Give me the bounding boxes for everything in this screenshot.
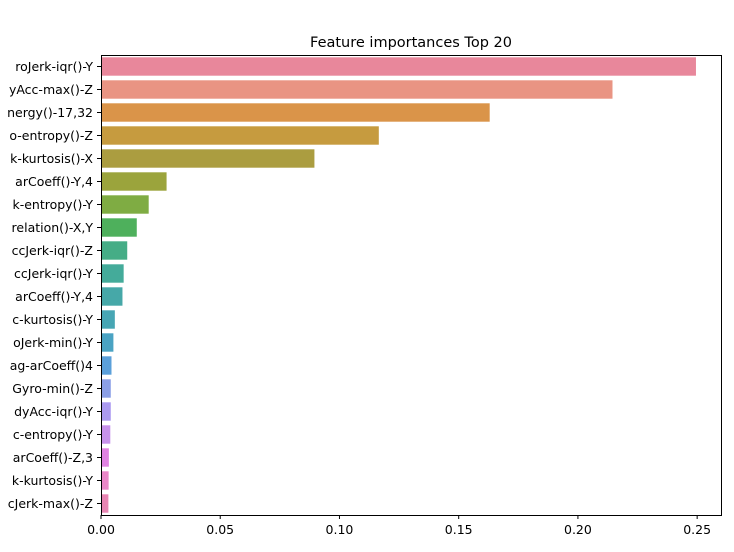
bar-19 — [101, 471, 109, 490]
x-axis: 0.00 0.05 0.10 0.15 0.20 0.25 — [87, 515, 711, 537]
bar-5 — [101, 149, 315, 168]
y-tick-label: relation()-X,Y — [12, 220, 94, 235]
y-tick-label: arCoeff()-Z,3 — [13, 450, 93, 465]
y-tick-label: roJerk-iqr()-Y — [15, 59, 93, 74]
bar-11 — [101, 287, 123, 306]
bar-3 — [101, 103, 490, 122]
y-tick-label: yAcc-max()-Z — [9, 82, 93, 97]
chart-title: Feature importances Top 20 — [310, 35, 512, 51]
bars-layer — [101, 57, 696, 513]
x-tick-label: 0.05 — [206, 522, 234, 537]
x-tick-label: 0.00 — [87, 522, 115, 537]
y-tick-labels: roJerk-iqr()-Y yAcc-max()-Z nergy()-17,32 o… — [7, 59, 101, 511]
y-tick-label: dyAcc-iqr()-Y — [14, 404, 93, 419]
y-tick-label: ccJerk-iqr()-Z — [12, 243, 93, 258]
y-tick-label: o-entropy()-Z — [9, 128, 93, 143]
y-tick-label: arCoeff()-Y,4 — [15, 289, 93, 304]
bar-13 — [101, 333, 114, 352]
bar-10 — [101, 264, 124, 283]
bar-6 — [101, 172, 167, 191]
y-tick-label: Gyro-min()-Z — [12, 381, 93, 396]
bar-20 — [101, 494, 109, 513]
y-tick-label: ag-arCoeff()4 — [10, 358, 93, 373]
x-tick-label: 0.25 — [683, 522, 711, 537]
bar-16 — [101, 402, 111, 421]
bar-14 — [101, 356, 112, 375]
bar-4 — [101, 126, 379, 145]
y-tick-label: cJerk-max()-Z — [8, 496, 93, 511]
y-tick-label: nergy()-17,32 — [7, 105, 93, 120]
y-tick-label: c-entropy()-Y — [13, 427, 94, 442]
bar-12 — [101, 310, 115, 329]
y-tick-label: arCoeff()-Y,4 — [15, 174, 93, 189]
y-tick-label: ccJerk-iqr()-Y — [14, 266, 93, 281]
bar-18 — [101, 448, 109, 467]
y-tick-label: oJerk-min()-Y — [13, 335, 93, 350]
y-tick-label: k-kurtosis()-X — [10, 151, 93, 166]
x-tick-label: 0.20 — [564, 522, 592, 537]
bar-8 — [101, 218, 137, 237]
x-tick-label: 0.15 — [445, 522, 473, 537]
bar-9 — [101, 241, 128, 260]
y-tick-label: k-kurtosis()-Y — [12, 473, 93, 488]
plot-frame — [101, 55, 722, 516]
bar-2 — [101, 80, 613, 99]
x-tick-label: 0.10 — [326, 522, 354, 537]
bar-7 — [101, 195, 149, 214]
bar-15 — [101, 379, 111, 398]
y-tick-label: k-entropy()-Y — [12, 197, 93, 212]
y-tick-label: c-kurtosis()-Y — [12, 312, 93, 327]
bar-1 — [101, 57, 696, 76]
bar-17 — [101, 425, 111, 444]
